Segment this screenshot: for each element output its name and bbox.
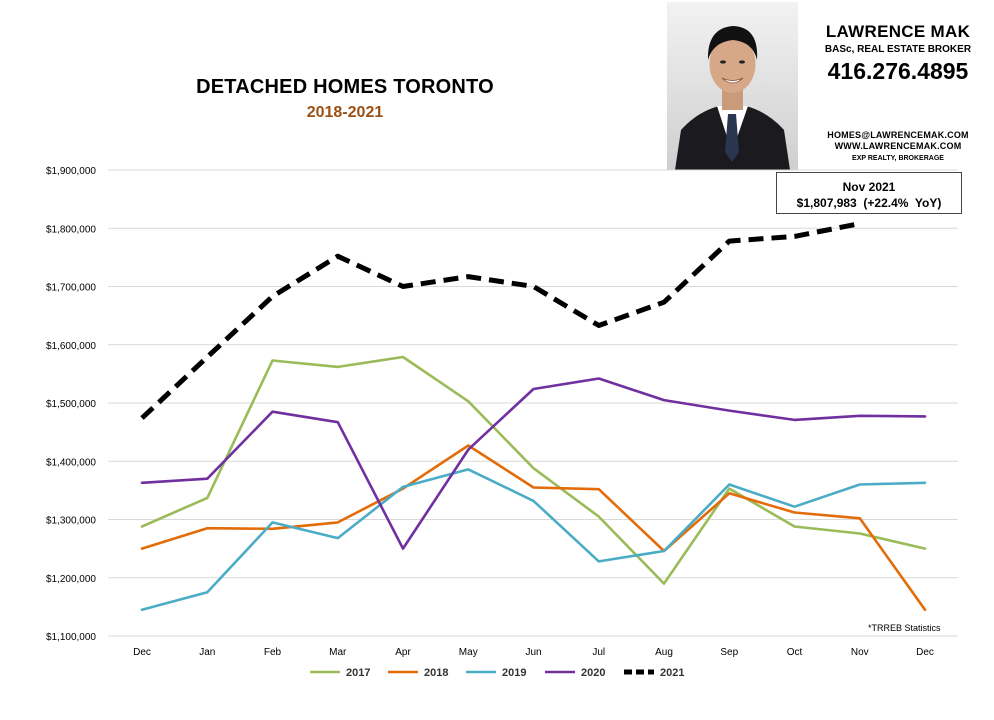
callout-line-2: $1,807,983 (+22.4% YoY) bbox=[796, 196, 942, 210]
agent-brokerage: EXP REALTY, BROKERAGE bbox=[852, 155, 944, 162]
agent-website[interactable]: WWW.LAWRENCEMAK.COM bbox=[834, 141, 962, 151]
y-tick-label: $1,100,000 bbox=[46, 632, 96, 643]
y-tick-label: $1,800,000 bbox=[46, 224, 96, 235]
x-tick-label: Jul bbox=[592, 647, 605, 658]
grid-lines bbox=[108, 169, 958, 637]
series-line-2021 bbox=[140, 221, 861, 420]
chart-subtitle: 2018-2021 bbox=[306, 104, 384, 121]
y-tick-label: $1,700,000 bbox=[46, 283, 96, 294]
y-tick-label: $1,900,000 bbox=[46, 166, 96, 177]
y-tick-label: $1,600,000 bbox=[46, 341, 96, 352]
y-tick-label: $1,300,000 bbox=[46, 516, 96, 527]
source-note: *TRREB Statistics bbox=[868, 623, 941, 633]
agent-phone[interactable]: 416.276.4895 bbox=[827, 58, 969, 84]
x-tick-label: Oct bbox=[787, 647, 803, 658]
series-lines bbox=[140, 221, 927, 612]
agent-email[interactable]: HOMES@LAWRENCEMAK.COM bbox=[827, 130, 969, 140]
legend-label-2018: 2018 bbox=[424, 667, 448, 679]
y-tick-label: $1,400,000 bbox=[46, 457, 96, 468]
y-tick-label: $1,200,000 bbox=[46, 574, 96, 585]
x-tick-label: Dec bbox=[133, 647, 151, 658]
legend: 2017 2018 2019 2020 2021 bbox=[310, 667, 684, 679]
x-tick-label: Aug bbox=[655, 647, 673, 658]
x-tick-label: Nov bbox=[851, 647, 869, 658]
y-axis-ticks: $1,100,000 $1,200,000 $1,300,000 $1,400,000… bbox=[46, 166, 96, 643]
series-line-2017 bbox=[140, 355, 927, 585]
agent-portrait-image bbox=[667, 2, 798, 170]
callout-line-1: Nov 2021 bbox=[842, 180, 896, 194]
series-line-2020 bbox=[140, 377, 927, 550]
x-tick-label: May bbox=[459, 647, 478, 658]
agent-name: LAWRENCE MAK bbox=[825, 22, 971, 41]
agent-photo bbox=[667, 2, 798, 170]
legend-label-2021: 2021 bbox=[660, 667, 684, 679]
x-tick-label: Sep bbox=[720, 647, 738, 658]
x-tick-label: Jun bbox=[525, 647, 541, 658]
x-tick-label: Feb bbox=[264, 647, 282, 658]
nov-2021-callout: Nov 2021 $1,807,983 (+22.4% YoY) bbox=[776, 172, 962, 214]
x-axis-ticks: Dec Jan Feb Mar Apr May Jun Jul Aug Sep Oct Nov Dec bbox=[133, 647, 934, 658]
x-tick-label: Jan bbox=[199, 647, 215, 658]
y-tick-label: $1,500,000 bbox=[46, 399, 96, 410]
chart-title: DETACHED HOMES TORONTO bbox=[196, 76, 494, 98]
legend-label-2020: 2020 bbox=[581, 667, 605, 679]
legend-label-2017: 2017 bbox=[346, 667, 370, 679]
legend-label-2019: 2019 bbox=[502, 667, 526, 679]
x-tick-label: Apr bbox=[395, 647, 411, 658]
series-line-2018 bbox=[140, 444, 927, 612]
agent-credentials: BASc, REAL ESTATE BROKER bbox=[824, 44, 972, 55]
series-line-2019 bbox=[140, 468, 927, 612]
x-tick-label: Mar bbox=[329, 647, 347, 658]
x-tick-label: Dec bbox=[916, 647, 934, 658]
